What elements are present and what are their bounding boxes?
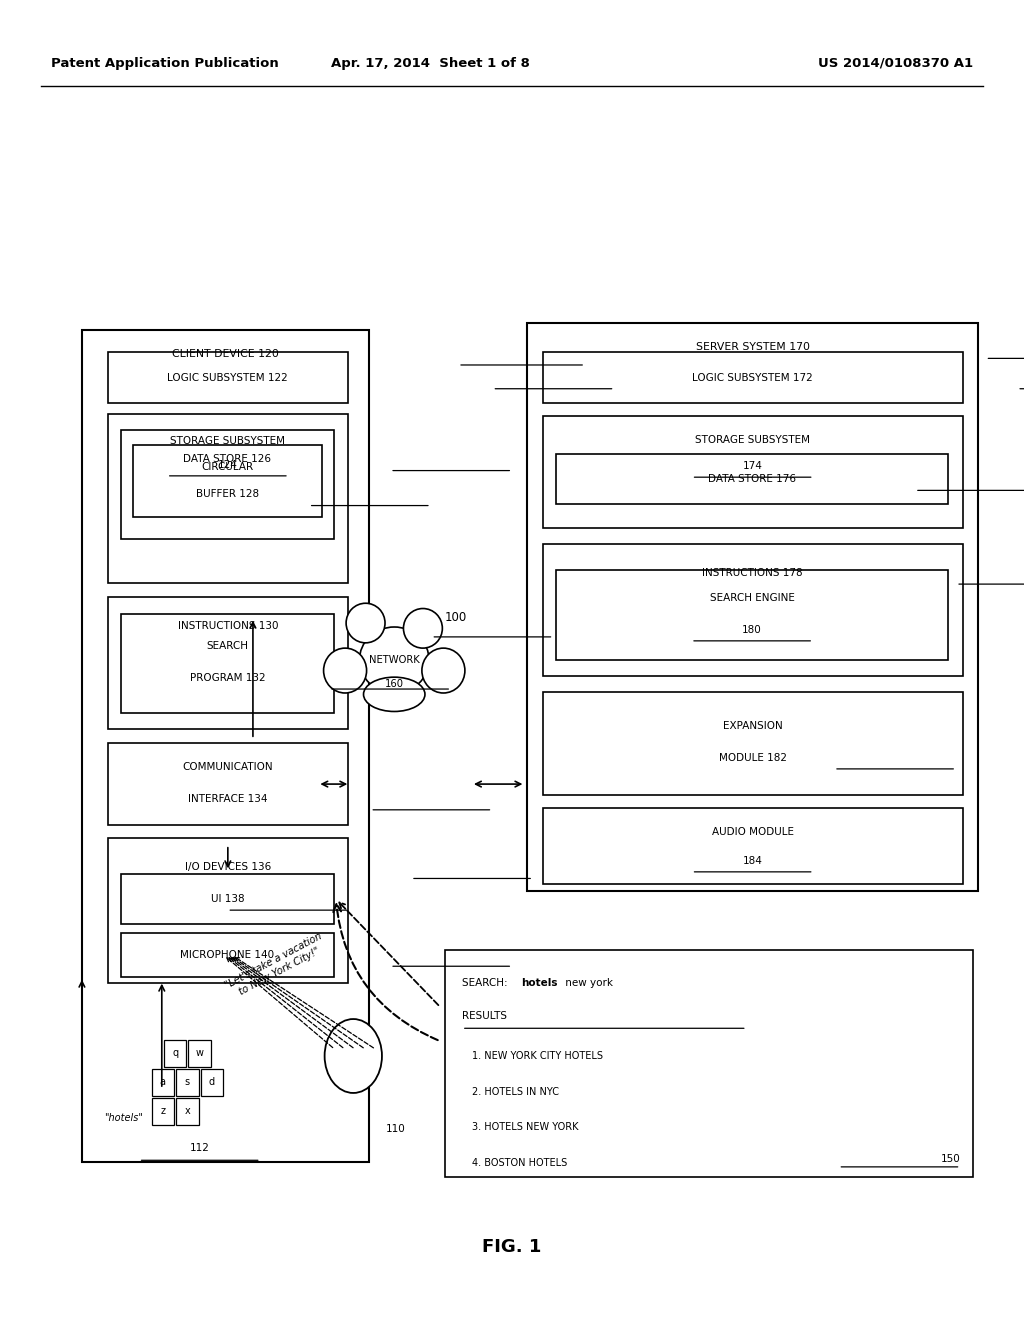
Text: SEARCH ENGINE: SEARCH ENGINE <box>710 593 795 603</box>
Text: 4. BOSTON HOTELS: 4. BOSTON HOTELS <box>472 1158 567 1168</box>
Text: DATA STORE 126: DATA STORE 126 <box>183 454 271 465</box>
FancyBboxPatch shape <box>108 743 348 825</box>
FancyBboxPatch shape <box>108 352 348 403</box>
Text: 1. NEW YORK CITY HOTELS: 1. NEW YORK CITY HOTELS <box>472 1051 603 1061</box>
Text: PROGRAM 132: PROGRAM 132 <box>189 673 265 682</box>
FancyBboxPatch shape <box>108 414 348 583</box>
FancyBboxPatch shape <box>188 1040 211 1067</box>
Ellipse shape <box>346 603 385 643</box>
Text: 112: 112 <box>189 1143 210 1154</box>
Ellipse shape <box>325 1019 382 1093</box>
Text: CLIENT DEVICE 120: CLIENT DEVICE 120 <box>172 348 279 359</box>
Text: Patent Application Publication: Patent Application Publication <box>51 57 279 70</box>
FancyBboxPatch shape <box>556 570 948 660</box>
FancyBboxPatch shape <box>201 1069 223 1096</box>
FancyBboxPatch shape <box>445 950 973 1177</box>
FancyBboxPatch shape <box>121 933 334 977</box>
Text: new york: new york <box>562 978 613 989</box>
Text: 150: 150 <box>941 1154 961 1164</box>
Ellipse shape <box>422 648 465 693</box>
Text: 3. HOTELS NEW YORK: 3. HOTELS NEW YORK <box>472 1122 579 1133</box>
Text: EXPANSION: EXPANSION <box>723 721 782 731</box>
FancyBboxPatch shape <box>121 430 334 539</box>
Text: 110: 110 <box>386 1123 406 1134</box>
FancyBboxPatch shape <box>556 454 948 504</box>
Text: 124: 124 <box>218 459 238 470</box>
Text: z: z <box>161 1106 165 1117</box>
Ellipse shape <box>403 609 442 648</box>
Text: 184: 184 <box>742 855 763 866</box>
Text: x: x <box>184 1106 190 1117</box>
FancyBboxPatch shape <box>133 445 322 517</box>
Text: STORAGE SUBSYSTEM: STORAGE SUBSYSTEM <box>695 434 810 445</box>
FancyBboxPatch shape <box>108 838 348 983</box>
Text: DATA STORE 176: DATA STORE 176 <box>709 474 796 484</box>
Text: 180: 180 <box>742 624 762 635</box>
Text: s: s <box>184 1077 190 1088</box>
Text: SERVER SYSTEM 170: SERVER SYSTEM 170 <box>695 342 810 352</box>
FancyBboxPatch shape <box>82 330 369 1162</box>
Ellipse shape <box>364 677 425 711</box>
Text: UI 138: UI 138 <box>211 894 244 904</box>
Text: LOGIC SUBSYSTEM 122: LOGIC SUBSYSTEM 122 <box>168 372 288 383</box>
Text: AUDIO MODULE: AUDIO MODULE <box>712 826 794 837</box>
FancyBboxPatch shape <box>152 1069 174 1096</box>
Text: 160: 160 <box>385 678 403 689</box>
Text: 2. HOTELS IN NYC: 2. HOTELS IN NYC <box>472 1086 559 1097</box>
Text: NETWORK: NETWORK <box>369 655 420 665</box>
Text: FIG. 1: FIG. 1 <box>482 1238 542 1257</box>
Ellipse shape <box>359 627 429 693</box>
Text: "hotels": "hotels" <box>104 1113 143 1123</box>
FancyBboxPatch shape <box>152 1098 174 1125</box>
Text: BUFFER 128: BUFFER 128 <box>196 490 259 499</box>
Text: LOGIC SUBSYSTEM 172: LOGIC SUBSYSTEM 172 <box>692 372 813 383</box>
FancyBboxPatch shape <box>176 1098 199 1125</box>
FancyBboxPatch shape <box>543 352 963 403</box>
FancyBboxPatch shape <box>121 614 334 713</box>
Text: 174: 174 <box>742 461 763 471</box>
Text: US 2014/0108370 A1: US 2014/0108370 A1 <box>818 57 973 70</box>
Text: 100: 100 <box>444 611 467 624</box>
Text: INSTRUCTIONS 178: INSTRUCTIONS 178 <box>702 568 803 578</box>
FancyBboxPatch shape <box>527 323 978 891</box>
Text: d: d <box>209 1077 215 1088</box>
Text: hotels: hotels <box>521 978 558 989</box>
FancyBboxPatch shape <box>543 416 963 528</box>
FancyBboxPatch shape <box>543 692 963 795</box>
Text: INSTRUCTIONS 130: INSTRUCTIONS 130 <box>177 620 279 631</box>
Text: CIRCULAR: CIRCULAR <box>202 462 253 471</box>
Text: INTERFACE 134: INTERFACE 134 <box>188 793 267 804</box>
FancyBboxPatch shape <box>164 1040 186 1067</box>
Text: STORAGE SUBSYSTEM: STORAGE SUBSYSTEM <box>170 436 286 446</box>
Text: COMMUNICATION: COMMUNICATION <box>182 762 273 772</box>
Text: a: a <box>160 1077 166 1088</box>
FancyBboxPatch shape <box>176 1069 199 1096</box>
FancyBboxPatch shape <box>121 874 334 924</box>
Text: RESULTS: RESULTS <box>462 1011 507 1022</box>
FancyBboxPatch shape <box>543 808 963 884</box>
Text: I/O DEVICES 136: I/O DEVICES 136 <box>184 862 271 873</box>
FancyBboxPatch shape <box>108 597 348 729</box>
Text: Apr. 17, 2014  Sheet 1 of 8: Apr. 17, 2014 Sheet 1 of 8 <box>331 57 529 70</box>
Text: MICROPHONE 140: MICROPHONE 140 <box>180 950 274 960</box>
Text: SEARCH: SEARCH <box>206 642 249 651</box>
Ellipse shape <box>324 648 367 693</box>
Text: MODULE 182: MODULE 182 <box>719 752 786 763</box>
FancyBboxPatch shape <box>543 544 963 676</box>
Text: q: q <box>172 1048 178 1059</box>
Text: w: w <box>196 1048 204 1059</box>
Text: SEARCH:: SEARCH: <box>462 978 511 989</box>
Text: "Let's take a vacation
to New York City!": "Let's take a vacation to New York City!… <box>223 932 330 1001</box>
